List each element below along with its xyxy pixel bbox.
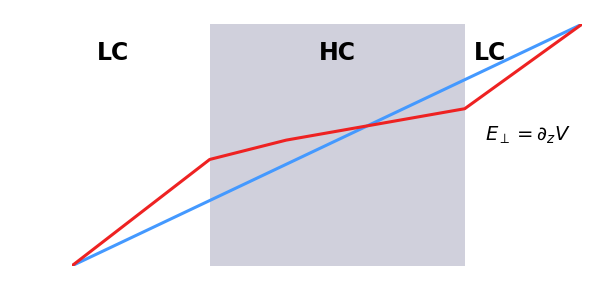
- Bar: [210, 24, 465, 266]
- Text: LC: LC: [474, 41, 506, 65]
- Text: LC: LC: [97, 41, 129, 65]
- Text: $E_{\perp} = \partial_z V$: $E_{\perp} = \partial_z V$: [485, 125, 571, 146]
- Text: HC: HC: [319, 41, 356, 65]
- Text: V: V: [58, 0, 76, 5]
